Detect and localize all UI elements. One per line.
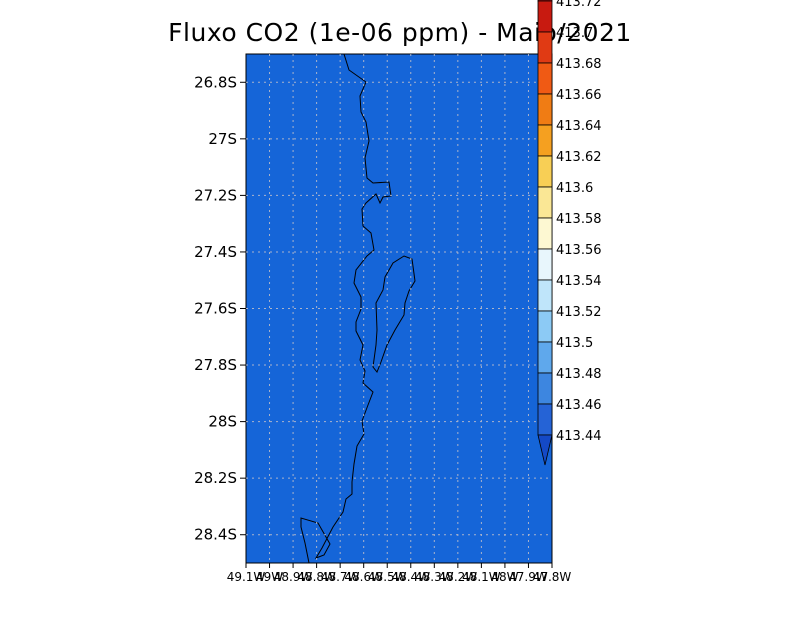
colorbar-label: 413.62 xyxy=(556,150,602,165)
y-tick-label: 26.8S xyxy=(194,73,237,91)
y-tick-label: 28S xyxy=(208,413,237,431)
colorbar-segment xyxy=(537,217,553,250)
colorbar-label: 413.54 xyxy=(556,274,602,289)
map-title: Fluxo CO2 (1e-06 ppm) - Maio/2021 xyxy=(168,18,632,47)
y-tick-label: 28.4S xyxy=(194,526,237,544)
x-tick-label: 49W xyxy=(256,570,283,584)
colorbar-segment xyxy=(537,155,553,188)
colorbar-segment xyxy=(537,248,553,281)
x-tick-label: 48W xyxy=(491,570,518,584)
colorbar-label: 413.5 xyxy=(556,336,593,351)
colorbar-label: 413.72 xyxy=(556,0,602,10)
colorbar-label: 413.7 xyxy=(556,26,593,41)
y-tick-label: 27.4S xyxy=(194,243,237,261)
colorbar-label: 413.46 xyxy=(556,398,602,413)
colorbar-label: 413.56 xyxy=(556,243,602,258)
colorbar-segment xyxy=(537,62,553,95)
colorbar-segment xyxy=(537,124,553,157)
x-tick-label: 48.2W xyxy=(439,570,478,584)
map-fill-area xyxy=(245,53,553,564)
grid-lines xyxy=(246,54,552,563)
colorbar-segment xyxy=(537,93,553,126)
plot-area xyxy=(245,53,553,564)
y-tick-label: 28.2S xyxy=(194,469,237,487)
colorbar-segment xyxy=(537,372,553,405)
colorbar-segment xyxy=(537,186,553,219)
x-tick-label: 47.9W xyxy=(509,570,548,584)
x-tick-label: 48.8W xyxy=(297,570,336,584)
x-axis: 49.1W49W48.9W48.8W48.7W48.6W48.5W48.4W48… xyxy=(227,563,572,584)
y-tick-label: 27S xyxy=(208,130,237,148)
colorbar-label: 413.52 xyxy=(556,305,602,320)
colorbar-label: 413.66 xyxy=(556,88,602,103)
x-tick-label: 47.8W xyxy=(533,570,572,584)
y-tick-label: 27.6S xyxy=(194,300,237,318)
x-tick-label: 48.3W xyxy=(415,570,454,584)
y-tick-label: 27.2S xyxy=(194,186,237,204)
x-tick-label: 48.4W xyxy=(391,570,430,584)
colorbar-segment xyxy=(537,341,553,374)
colorbar-label: 413.6 xyxy=(556,181,593,196)
x-tick-label: 48.5W xyxy=(368,570,407,584)
x-tick-label: 48.6W xyxy=(344,570,383,584)
x-tick-label: 48.7W xyxy=(321,570,360,584)
colorbar-label: 413.44 xyxy=(556,429,602,444)
x-tick-label: 49.1W xyxy=(227,570,266,584)
colorbar-segment xyxy=(537,0,553,33)
colorbar-segment xyxy=(537,279,553,312)
x-tick-label: 48.9W xyxy=(274,570,313,584)
y-axis: 26.8S 27S 27.2S 27.4S 27.6S 27.8S 28S 28.2S 28.4… xyxy=(194,73,246,544)
x-tick-label: 48.1W xyxy=(462,570,501,584)
colorbar-arrow xyxy=(537,434,553,466)
colorbar-label: 413.68 xyxy=(556,57,602,72)
colorbar-label: 413.58 xyxy=(556,212,602,227)
colorbar-label: 413.48 xyxy=(556,367,602,382)
colorbar-label: 413.64 xyxy=(556,119,602,134)
colorbar-segment xyxy=(537,403,553,436)
colorbar-segment xyxy=(537,31,553,64)
colorbar-segment xyxy=(537,310,553,343)
y-tick-label: 27.8S xyxy=(194,356,237,374)
colorbar: 413.72 413.7 413.68 413.66 413.64 413.62 413.6… xyxy=(537,0,602,466)
coastline-mainland xyxy=(300,53,392,564)
